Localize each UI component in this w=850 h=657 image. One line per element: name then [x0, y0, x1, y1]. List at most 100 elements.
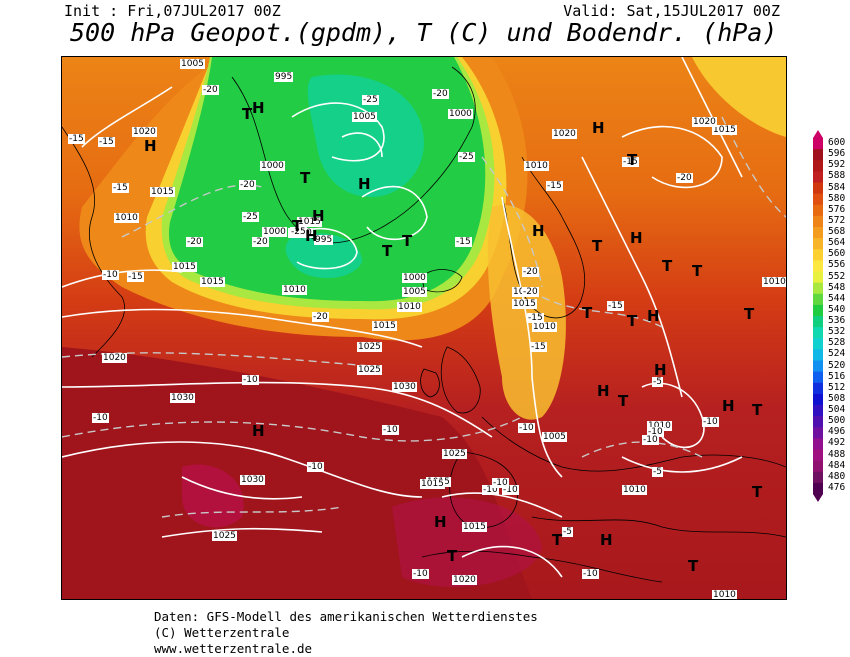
- isotherm-label: -15: [68, 134, 85, 144]
- colorbar-swatch: [813, 416, 823, 428]
- colorbar-swatch: [813, 371, 823, 384]
- weather-map: 1005 995 1000 1005 1000 1015 1020 1015 1010 1015 1…: [61, 56, 787, 600]
- high-pressure-marker: H: [312, 207, 325, 225]
- colorbar-label: 544: [828, 292, 846, 304]
- low-pressure-marker: T: [382, 242, 393, 260]
- isotherm-label: -5: [652, 377, 663, 387]
- colorbar-label: 488: [828, 448, 846, 460]
- iberia-coast: [449, 451, 519, 529]
- chart-title: 500 hPa Geopot.(gpdm), T (C) und Bodendr…: [70, 18, 778, 47]
- colorbar-label: 568: [828, 226, 846, 237]
- valid-time: Valid: Sat,15JUL2017 00Z: [563, 2, 780, 20]
- isotherm-label: -10: [582, 569, 599, 579]
- isotherm-label: -5: [652, 467, 663, 477]
- colorbar-swatch: [813, 438, 823, 451]
- isobar-label: 1000: [262, 227, 287, 237]
- isotherm-label: -25: [458, 152, 475, 162]
- america-coast: [62, 126, 125, 358]
- isobar-label: 1010: [712, 590, 737, 600]
- colorbar-swatch: [813, 427, 823, 439]
- iceland-coast: [421, 269, 463, 293]
- isotherm-label: -20: [676, 173, 693, 183]
- colorbar-label: 476: [828, 481, 846, 493]
- high-pressure-marker: H: [358, 175, 371, 193]
- isobar-label: 1020: [692, 117, 717, 127]
- colorbar-swatch: [813, 405, 823, 417]
- teal-core: [307, 74, 424, 197]
- colorbar-swatch: [813, 215, 823, 228]
- isobar-label: 1010: [524, 161, 549, 171]
- colorbar-label: 484: [828, 459, 846, 471]
- colorbar-swatch: [813, 260, 823, 273]
- low-pressure-marker: T: [552, 531, 563, 549]
- isotherm-label: -20: [252, 237, 269, 247]
- isobar-label: 1005: [352, 112, 377, 122]
- isobar-label: 1000: [402, 273, 427, 283]
- isobar-label: 1020: [452, 575, 477, 585]
- colorbar: [813, 130, 823, 502]
- high-pressure-marker: H: [252, 99, 265, 117]
- high-pressure-marker: H: [592, 119, 605, 137]
- isobar: [161, 527, 323, 538]
- isotherm-label: -15: [607, 301, 624, 311]
- isotherm-label: -20: [522, 267, 539, 277]
- magenta-spot-2: [392, 497, 542, 587]
- isobar-label: 1020: [102, 353, 127, 363]
- colorbar-label: 516: [828, 370, 846, 382]
- low-pressure-marker: T: [692, 262, 703, 280]
- isobar: [291, 102, 385, 162]
- low-pressure-marker: T: [662, 257, 673, 275]
- isobar-label: 1015: [712, 125, 737, 135]
- colorbar-label: 492: [828, 437, 846, 449]
- colorbar-label: 532: [828, 326, 846, 338]
- init-time: Init : Fri,07JUL2017 00Z: [64, 2, 281, 20]
- colorbar-swatch: [813, 204, 823, 217]
- isobar-label: 1015: [150, 187, 175, 197]
- isobar-label: 1015: [420, 479, 445, 489]
- low-pressure-marker: T: [592, 237, 603, 255]
- isotherm-label: -25: [362, 95, 379, 105]
- colorbar-swatch: [813, 193, 823, 206]
- africa-coast: [421, 550, 663, 583]
- isotherm: [62, 352, 383, 368]
- isobar: [501, 196, 563, 478]
- low-pressure-marker: T: [627, 312, 638, 330]
- isotherm-label: -10: [502, 485, 519, 495]
- low-pressure-marker: T: [242, 105, 253, 123]
- isobar: [62, 441, 423, 498]
- isotherm: [541, 296, 663, 328]
- isobar-label: 1005: [180, 59, 205, 69]
- isobar-label: 1020: [132, 127, 157, 137]
- greenland-coast: [231, 66, 476, 244]
- colorbar-swatch: [813, 338, 823, 350]
- isobar-label: 1025: [357, 365, 382, 375]
- isotherm: [62, 416, 523, 442]
- colorbar-swatch: [813, 293, 823, 306]
- colorbar-swatch: [813, 393, 823, 406]
- colorbar-label: 540: [828, 303, 846, 315]
- isotherm-label: -15: [127, 272, 144, 282]
- isobar: [461, 545, 563, 578]
- isotherm-label: -10: [482, 485, 499, 495]
- colorbar-label: 580: [828, 192, 846, 204]
- low-pressure-marker: T: [627, 151, 638, 169]
- colorbar-label: 536: [828, 315, 846, 326]
- colorbar-label: 596: [828, 148, 846, 160]
- colorbar-swatch: [813, 460, 823, 473]
- colorbar-swatch: [813, 382, 823, 395]
- isobar-label: 1000: [260, 161, 285, 171]
- isotherm-label: -10: [307, 462, 324, 472]
- isobar-label: 1010: [762, 277, 786, 287]
- colorbar-swatch: [813, 360, 823, 373]
- isobar: [621, 456, 743, 473]
- isotherm-label: -15: [112, 183, 129, 193]
- high-pressure-marker: H: [434, 513, 447, 531]
- isotherm-label: -10: [518, 423, 535, 433]
- low-pressure-marker: T: [752, 401, 763, 419]
- colorbar-swatch: [813, 249, 823, 261]
- isobar-label: 1025: [442, 449, 467, 459]
- isotherm-label: -20: [186, 237, 203, 247]
- isotherm-label: -20: [522, 287, 539, 297]
- uk-coast: [440, 346, 481, 414]
- isobar: [62, 269, 183, 288]
